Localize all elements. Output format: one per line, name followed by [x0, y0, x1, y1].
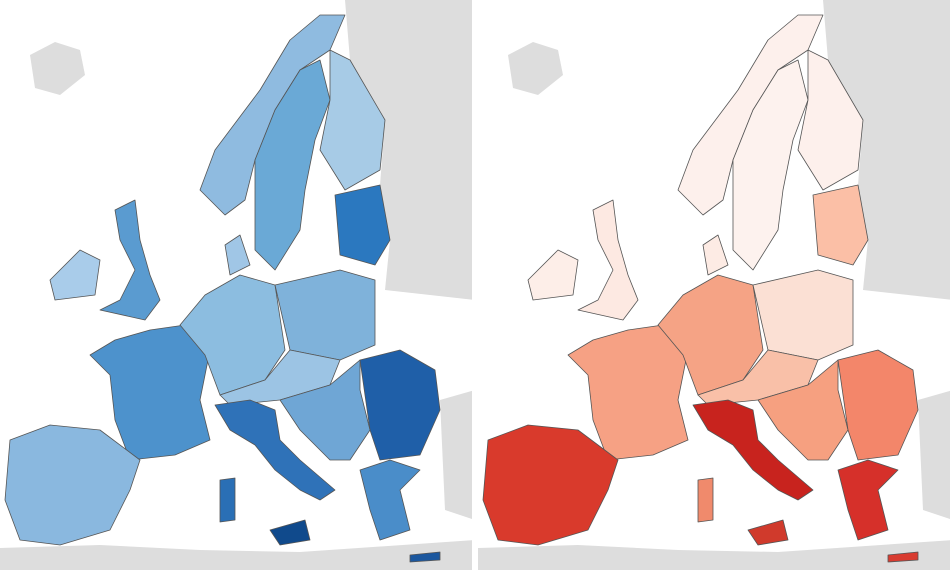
other-land [508, 42, 563, 95]
region [179, 274, 286, 396]
region [567, 324, 689, 461]
region [269, 519, 311, 546]
region [359, 349, 441, 461]
region [319, 49, 386, 191]
region [99, 199, 161, 321]
region [747, 519, 789, 546]
region [219, 477, 236, 523]
other-land [0, 540, 475, 570]
region [4, 424, 141, 546]
panel-divider [472, 0, 478, 570]
other-land [823, 0, 950, 300]
region [752, 269, 854, 361]
other-land [923, 5, 950, 39]
region [732, 59, 809, 271]
region [527, 249, 579, 301]
other-land [30, 42, 85, 95]
region [697, 477, 714, 523]
region [89, 324, 211, 461]
region [254, 59, 331, 271]
region [409, 551, 441, 563]
other-land [478, 540, 950, 570]
region [797, 49, 864, 191]
region [577, 199, 639, 321]
other-land [445, 5, 475, 40]
region [702, 234, 729, 276]
region [334, 184, 391, 266]
region [812, 184, 869, 266]
other-land [345, 0, 475, 300]
region [837, 459, 899, 541]
map-panel [478, 0, 950, 570]
region [214, 399, 336, 501]
region [482, 424, 619, 546]
map-panel [0, 0, 475, 570]
other-land [440, 390, 475, 520]
region [657, 274, 764, 396]
region [224, 234, 251, 276]
region [837, 349, 919, 461]
region [274, 269, 376, 361]
region [359, 459, 421, 541]
region [887, 551, 919, 563]
other-land [918, 390, 950, 519]
region [49, 249, 101, 301]
region [692, 399, 814, 501]
